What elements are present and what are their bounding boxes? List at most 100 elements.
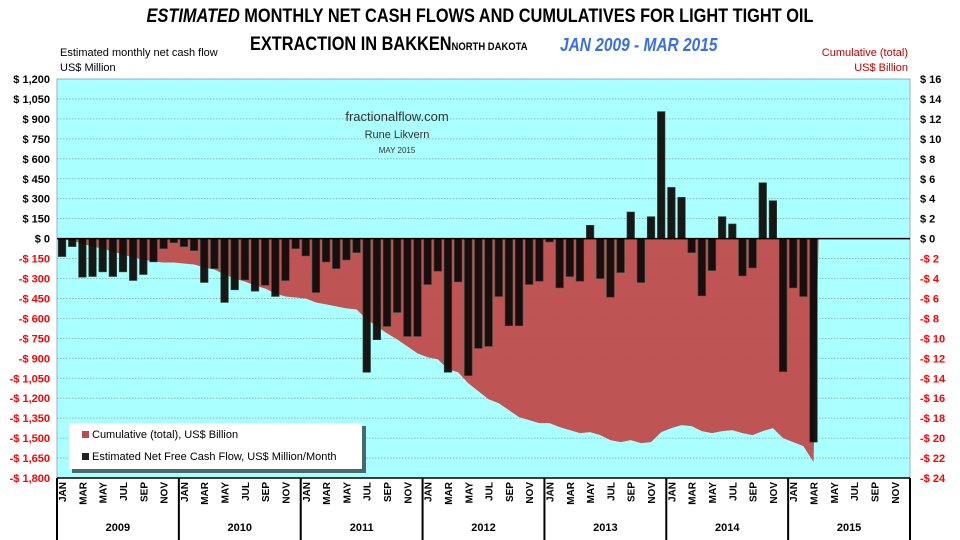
cash-flow-bar <box>646 216 656 239</box>
cash-flow-bar <box>57 238 67 257</box>
cash-flow-bar <box>261 238 270 286</box>
cash-flow-bar <box>575 238 585 282</box>
month-tick-label: JUL <box>363 482 374 501</box>
legend-label-cash-flow: Estimated Net Free Cash Flow, US$ Millio… <box>92 451 337 463</box>
y-tick-label: $ 300 <box>22 194 50 206</box>
month-tick-label: MAR <box>444 481 455 505</box>
month-tick-label: NOV <box>281 482 292 504</box>
y2-tick-label: $ 10 <box>920 134 941 146</box>
month-tick-label: JAN <box>424 482 435 502</box>
cash-flow-bar <box>332 238 341 269</box>
cash-flow-bar <box>311 238 321 293</box>
y2-tick-label: $ 6 <box>920 174 935 186</box>
cash-flow-bar <box>281 238 290 281</box>
year-label: 2013 <box>593 522 617 534</box>
year-label: 2014 <box>715 522 740 534</box>
y-tick-label: -$ 300 <box>19 274 50 286</box>
y2-tick-label: -$ 14 <box>920 373 946 385</box>
month-tick-label: SEP <box>505 482 516 502</box>
cash-flow-bar <box>342 238 351 261</box>
y-tick-label: -$ 1,350 <box>10 413 50 425</box>
month-tick-label: SEP <box>749 482 760 502</box>
cash-flow-bar <box>393 238 402 313</box>
month-tick-label: MAY <box>221 482 232 504</box>
cash-flow-bar <box>230 238 239 291</box>
cash-flow-bar <box>789 238 798 289</box>
y2-tick-label: -$ 18 <box>920 413 945 425</box>
y-tick-label: -$ 600 <box>19 313 50 325</box>
year-label: 2012 <box>471 522 495 534</box>
cash-flow-bar <box>210 238 219 269</box>
cash-flow-bar <box>565 238 574 277</box>
title-line2-sub: NORTH DAKOTA <box>451 41 528 53</box>
y-tick-label: -$ 1,200 <box>10 393 50 405</box>
cash-flow-bar <box>423 238 432 285</box>
cash-flow-bar <box>240 238 249 281</box>
y2-tick-label: -$ 12 <box>920 353 945 365</box>
title-rest: MONTHLY NET CASH FLOWS AND CUMULATIVES F… <box>239 6 814 27</box>
month-tick-label: SEP <box>383 482 394 502</box>
title-line2-main: EXTRACTION IN BAKKEN <box>250 34 452 55</box>
cash-flow-bar <box>454 238 463 283</box>
cash-flow-bar <box>68 238 77 247</box>
cash-flow-bar <box>474 238 483 349</box>
y-tick-label: $ 900 <box>22 114 50 126</box>
month-tick-label: JAN <box>546 482 557 502</box>
month-tick-label: MAR <box>200 481 211 505</box>
cash-flow-bar <box>504 238 513 327</box>
month-tick-label: NOV <box>891 482 902 504</box>
month-tick-label: SEP <box>870 482 881 502</box>
month-tick-label: JUL <box>119 482 130 501</box>
month-tick-label: NOV <box>769 482 780 504</box>
y2-tick-label: -$ 2 <box>920 254 939 266</box>
cash-flow-bar <box>657 111 666 239</box>
y-tick-label: $ 1,200 <box>13 74 50 86</box>
month-tick-label: NOV <box>160 482 171 504</box>
month-tick-label: MAY <box>586 482 597 504</box>
y2-tick-label: -$ 6 <box>920 293 939 305</box>
watermark-date: MAY 2015 <box>379 146 416 155</box>
y2-tick-label: $ 2 <box>920 214 935 226</box>
year-label: 2015 <box>837 522 861 534</box>
cash-flow-bar <box>799 238 808 297</box>
year-label: 2011 <box>350 522 374 534</box>
cash-flow-bar <box>677 197 686 239</box>
y2-tick-label: $ 0 <box>920 234 935 246</box>
month-tick-label: JAN <box>789 482 800 502</box>
cash-flow-bar <box>778 238 788 372</box>
y-tick-label: -$ 1,500 <box>10 433 50 445</box>
cash-flow-bar <box>606 238 615 298</box>
y2-tick-label: $ 14 <box>920 94 942 106</box>
cash-flow-bar <box>636 238 645 283</box>
cash-flow-bar <box>728 223 737 239</box>
y-tick-label: $ 450 <box>22 174 50 186</box>
y-tick-label: -$ 150 <box>19 254 50 266</box>
cash-flow-bar <box>159 238 168 249</box>
y-axis-label-1: Estimated monthly net cash flow <box>60 47 218 59</box>
month-tick-label: SEP <box>139 482 150 502</box>
cash-flow-bar <box>200 238 209 283</box>
month-tick-label: JAN <box>667 482 678 502</box>
watermark-site: fractionalflow.com <box>345 109 448 124</box>
y-tick-label: $ 1,050 <box>13 94 50 106</box>
month-tick-label: MAR <box>688 481 699 505</box>
month-tick-label: MAR <box>566 481 577 505</box>
cash-flow-bar <box>667 187 676 239</box>
cash-flow-bar <box>98 238 107 273</box>
y-tick-label: -$ 1,800 <box>10 473 50 485</box>
cash-flow-bar <box>413 238 422 337</box>
y-tick-label: $ 600 <box>22 154 50 166</box>
y2-tick-label: -$ 20 <box>920 433 945 445</box>
cash-flow-bar <box>464 238 473 376</box>
chart-period: JAN 2009 - MAR 2015 <box>560 35 718 55</box>
month-tick-label: JAN <box>58 482 69 502</box>
cash-flow-bar <box>108 238 117 277</box>
cash-flow-bar <box>139 238 148 275</box>
cash-flow-bar <box>616 238 625 273</box>
y2-tick-label: $ 16 <box>920 74 941 86</box>
cash-flow-bar <box>443 238 453 373</box>
cash-flow-bar <box>525 238 534 285</box>
y2-tick-label: -$ 24 <box>920 473 946 485</box>
month-tick-label: JUL <box>728 482 739 501</box>
